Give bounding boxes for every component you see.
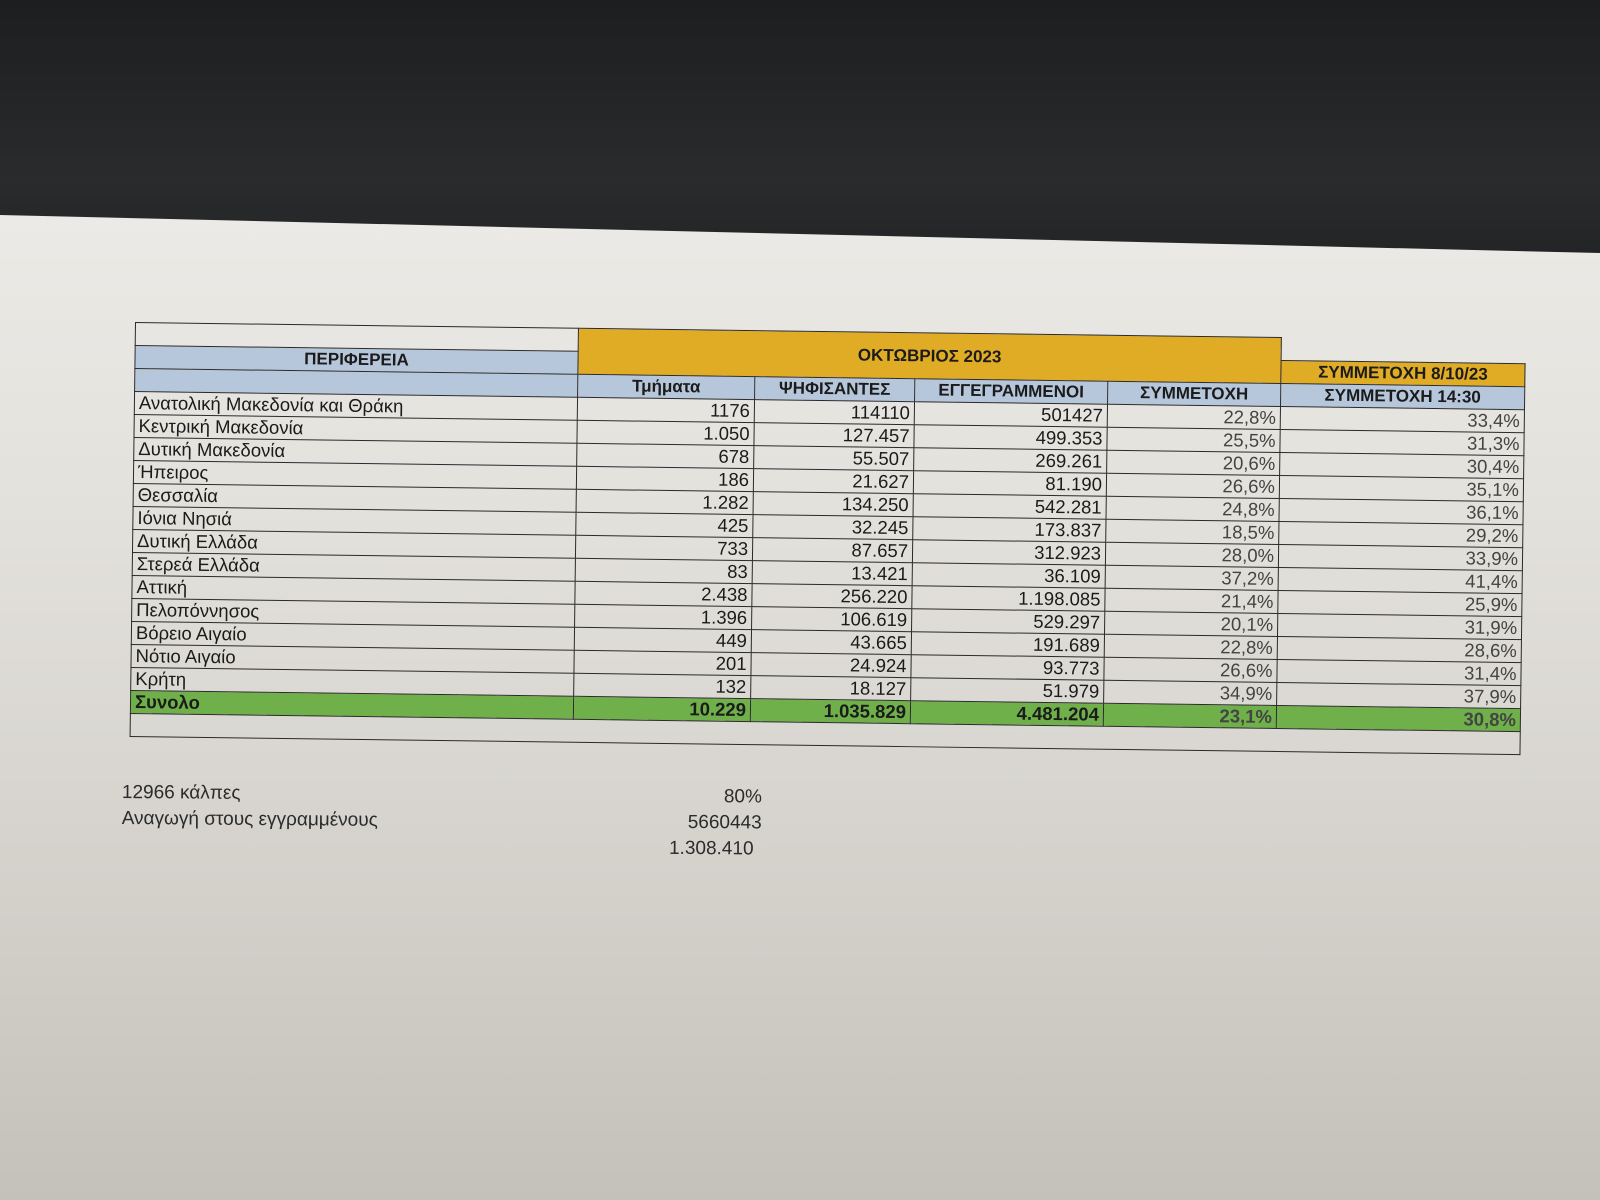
turnout-cell: 37,2% (1105, 565, 1279, 591)
voters-cell: 87.657 (752, 537, 913, 563)
turnout-cell: 25,5% (1106, 427, 1281, 453)
voters-cell: 127.457 (753, 422, 915, 448)
note-value: 80% (723, 786, 762, 808)
sections-cell: 186 (576, 466, 754, 492)
printed-table-area: ΟΚΤΩΒΡΙΟΣ 2023 ΠΕΡΙΦΕΡΕΙΑ ΣΥΜΜΕΤΟΧΗ 8/10… (130, 322, 1526, 755)
turnout-cell: 26,6% (1103, 657, 1278, 683)
sections-cell: 83 (575, 558, 753, 584)
sections-header: Τμήματα (577, 374, 755, 400)
turnout-1430-header: ΣΥΜΜΕΤΟΧΗ 14:30 (1280, 383, 1525, 410)
registered-cell: 191.689 (911, 631, 1105, 658)
registered-cell: 501427 (914, 401, 1108, 428)
note-label: 12966 κάλπες (121, 782, 241, 804)
participation-date-header: ΣΥΜΜΕΤΟΧΗ 8/10/23 (1280, 360, 1526, 387)
sections-cell: 449 (574, 627, 752, 653)
turnout-cell: 23,1% (1103, 703, 1277, 729)
registered-cell: 173.837 (912, 516, 1107, 543)
turnout-1430-cell: 28,6% (1277, 636, 1522, 663)
turnout-1430-cell: 31,9% (1277, 613, 1522, 640)
voters-cell: 43.665 (751, 629, 912, 655)
note-label: Αναγωγή στους εγγραμμένους (121, 807, 378, 831)
registered-cell: 499.353 (913, 424, 1108, 451)
registered-cell: 81.190 (913, 470, 1107, 497)
blank-cell (1281, 337, 1526, 364)
registered-cell: 269.261 (913, 447, 1107, 474)
turnout-cell: 18,5% (1105, 519, 1280, 545)
voters-cell: 1.035.829 (750, 698, 911, 724)
voters-cell: 256.220 (751, 583, 913, 609)
turnout-1430-cell: 33,4% (1280, 406, 1525, 433)
turnout-cell: 21,4% (1104, 588, 1279, 614)
sections-cell: 1.050 (576, 420, 755, 446)
sections-cell: 425 (575, 512, 754, 538)
registered-cell: 93.773 (910, 654, 1105, 681)
voters-cell: 21.627 (753, 468, 914, 494)
turnout-header: ΣΥΜΜΕΤΟΧΗ (1107, 381, 1281, 407)
turnout-cell: 22,8% (1104, 634, 1278, 660)
turnout-cell: 28,0% (1105, 542, 1279, 568)
turnout-cell: 20,6% (1106, 450, 1280, 476)
turnout-1430-cell: 37,9% (1276, 682, 1521, 709)
voters-cell: 134.250 (753, 491, 914, 517)
note-value: 5660443 (687, 811, 762, 834)
voters-header: ΨΗΦΙΣΑΝΤΕΣ (754, 376, 915, 402)
registered-header: ΕΓΓΕΓΡΑΜΜΕΝΟΙ (914, 378, 1108, 405)
sections-cell: 2.438 (574, 581, 753, 607)
turnout-cell: 24,8% (1106, 496, 1280, 522)
turnout-1430-cell: 41,4% (1278, 567, 1523, 594)
registered-cell: 1.198.085 (911, 585, 1106, 612)
voters-cell: 24.924 (750, 652, 912, 678)
sections-cell: 132 (573, 673, 751, 699)
voters-cell: 13.421 (752, 560, 913, 586)
turnout-cell: 34,9% (1103, 680, 1277, 706)
turnout-1430-cell: 31,3% (1279, 429, 1525, 456)
turnout-cell: 20,1% (1104, 611, 1278, 637)
turnout-1430-cell: 29,2% (1278, 521, 1523, 548)
turnout-table: ΟΚΤΩΒΡΙΟΣ 2023 ΠΕΡΙΦΕΡΕΙΑ ΣΥΜΜΕΤΟΧΗ 8/10… (130, 322, 1526, 755)
turnout-1430-cell: 31,4% (1276, 659, 1522, 686)
voters-cell: 55.507 (753, 445, 914, 471)
registered-cell: 312.923 (912, 539, 1106, 566)
sections-cell: 1.396 (574, 604, 752, 630)
registered-cell: 529.297 (911, 608, 1105, 635)
registered-cell: 542.281 (913, 493, 1107, 520)
sections-cell: 678 (576, 443, 754, 469)
turnout-1430-cell: 35,1% (1279, 475, 1524, 502)
sections-cell: 10.229 (573, 696, 751, 722)
turnout-1430-cell: 36,1% (1279, 498, 1524, 525)
registered-cell: 51.979 (910, 677, 1104, 704)
turnout-cell: 22,8% (1107, 404, 1281, 430)
note-value: 1.308.410 (668, 837, 754, 860)
turnout-1430-cell: 30,4% (1279, 452, 1524, 479)
notes-area: 12966 κάλπες 80% Αναγωγή στους εγγραμμέν… (121, 782, 762, 864)
turnout-1430-cell: 30,8% (1276, 705, 1521, 732)
voters-cell: 32.245 (752, 514, 914, 540)
registered-cell: 36.109 (912, 562, 1106, 589)
sections-cell: 1.282 (576, 489, 754, 515)
voters-cell: 114110 (754, 399, 915, 425)
sections-cell: 201 (573, 650, 752, 676)
note-row: 1.308.410 (121, 834, 761, 864)
voters-cell: 106.619 (751, 606, 912, 632)
turnout-1430-cell: 33,9% (1278, 544, 1523, 571)
turnout-cell: 26,6% (1106, 473, 1280, 499)
voters-cell: 18.127 (750, 675, 911, 701)
sections-cell: 733 (575, 535, 753, 561)
registered-cell: 4.481.204 (910, 700, 1104, 727)
sections-cell: 1176 (577, 397, 755, 423)
turnout-1430-cell: 25,9% (1277, 590, 1523, 617)
